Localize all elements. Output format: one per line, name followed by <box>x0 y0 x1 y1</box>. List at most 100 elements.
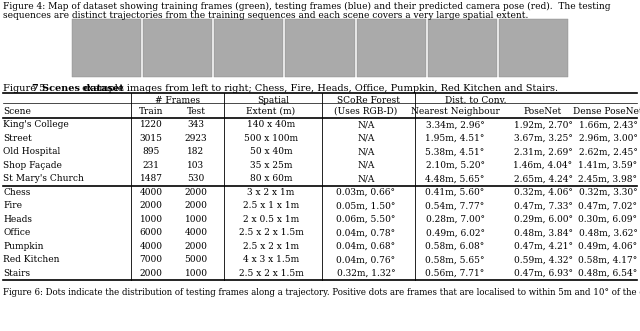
Text: 0.04m, 0.76°: 0.04m, 0.76° <box>337 255 396 264</box>
Text: 231: 231 <box>143 161 159 170</box>
Text: 103: 103 <box>188 161 205 170</box>
Text: 0.58m, 5.65°: 0.58m, 5.65° <box>425 255 484 264</box>
Text: 1.46m, 4.04°: 1.46m, 4.04° <box>513 161 573 170</box>
Text: 0.32m, 4.06°: 0.32m, 4.06° <box>513 188 572 197</box>
Text: 0.03m, 0.66°: 0.03m, 0.66° <box>337 188 396 197</box>
Text: 0.29m, 6.00°: 0.29m, 6.00° <box>513 215 573 224</box>
Text: 3.34m, 2.96°: 3.34m, 2.96° <box>426 120 484 129</box>
Text: 140 x 40m: 140 x 40m <box>247 120 295 129</box>
Text: 0.49m, 4.06°: 0.49m, 4.06° <box>579 242 637 251</box>
Text: Street: Street <box>3 134 32 143</box>
Text: Stairs: Stairs <box>3 269 30 278</box>
Text: 2.45m, 3.98°: 2.45m, 3.98° <box>579 174 637 183</box>
Text: N/A: N/A <box>357 120 374 129</box>
Text: 0.04m, 0.78°: 0.04m, 0.78° <box>337 228 396 237</box>
Text: 4000: 4000 <box>140 188 163 197</box>
Text: 2000: 2000 <box>184 188 207 197</box>
Text: 0.47m, 7.33°: 0.47m, 7.33° <box>513 201 572 210</box>
Text: 0.32m, 3.30°: 0.32m, 3.30° <box>579 188 637 197</box>
Text: 530: 530 <box>188 174 205 183</box>
Text: 3015: 3015 <box>140 134 163 143</box>
Text: 1487: 1487 <box>140 174 163 183</box>
Text: SCoRe Forest: SCoRe Forest <box>337 96 400 105</box>
Text: (Uses RGB-D): (Uses RGB-D) <box>334 107 397 116</box>
Text: 0.48m, 6.54°: 0.48m, 6.54° <box>579 269 637 278</box>
Text: 2.5 x 2 x 1m: 2.5 x 2 x 1m <box>243 242 299 251</box>
Text: Extent (m): Extent (m) <box>246 107 296 116</box>
Text: 2 x 0.5 x 1m: 2 x 0.5 x 1m <box>243 215 299 224</box>
Text: 4000: 4000 <box>184 228 207 237</box>
Text: King's College: King's College <box>3 120 68 129</box>
Text: 343: 343 <box>188 120 205 129</box>
Text: 0.04m, 0.68°: 0.04m, 0.68° <box>337 242 396 251</box>
FancyBboxPatch shape <box>214 19 284 77</box>
Text: 2923: 2923 <box>185 134 207 143</box>
Text: 2.5 x 1 x 1m: 2.5 x 1 x 1m <box>243 201 299 210</box>
Text: 4000: 4000 <box>140 242 163 251</box>
Text: 3 x 2 x 1m: 3 x 2 x 1m <box>247 188 294 197</box>
FancyBboxPatch shape <box>285 19 355 77</box>
Text: 5000: 5000 <box>184 255 207 264</box>
Text: 0.28m, 7.00°: 0.28m, 7.00° <box>426 215 484 224</box>
Text: 4 x 3 x 1.5m: 4 x 3 x 1.5m <box>243 255 299 264</box>
Text: 0.47m, 4.21°: 0.47m, 4.21° <box>513 242 573 251</box>
Text: 0.49m, 6.02°: 0.49m, 6.02° <box>426 228 484 237</box>
Text: 6000: 6000 <box>140 228 163 237</box>
Text: N/A: N/A <box>357 147 374 156</box>
Text: Pumpkin: Pumpkin <box>3 242 44 251</box>
Text: 1.92m, 2.70°: 1.92m, 2.70° <box>513 120 572 129</box>
Text: Heads: Heads <box>3 215 32 224</box>
Text: 0.05m, 1.50°: 0.05m, 1.50° <box>336 201 396 210</box>
Text: 182: 182 <box>188 147 205 156</box>
Text: 1.41m, 3.59°: 1.41m, 3.59° <box>579 161 637 170</box>
Text: 500 x 100m: 500 x 100m <box>244 134 298 143</box>
Text: 0.58m, 4.17°: 0.58m, 4.17° <box>579 255 637 264</box>
Text: Figure 4: Map of dataset showing training frames (green), testing frames (blue) : Figure 4: Map of dataset showing trainin… <box>3 2 611 11</box>
Text: 0.06m, 5.50°: 0.06m, 5.50° <box>336 215 396 224</box>
Text: 1000: 1000 <box>184 269 207 278</box>
Text: N/A: N/A <box>357 174 374 183</box>
Text: N/A: N/A <box>357 134 374 143</box>
Text: 1220: 1220 <box>140 120 163 129</box>
Text: 5.38m, 4.51°: 5.38m, 4.51° <box>426 147 484 156</box>
Text: 80 x 60m: 80 x 60m <box>250 174 292 183</box>
Text: Office: Office <box>3 228 30 237</box>
FancyBboxPatch shape <box>356 19 426 77</box>
Text: 0.59m, 4.32°: 0.59m, 4.32° <box>513 255 573 264</box>
Text: 2000: 2000 <box>184 242 207 251</box>
Text: 2.62m, 2.45°: 2.62m, 2.45° <box>579 147 637 156</box>
FancyBboxPatch shape <box>499 19 568 77</box>
Text: 1.95m, 4.51°: 1.95m, 4.51° <box>426 134 484 143</box>
FancyBboxPatch shape <box>143 19 212 77</box>
Text: Fire: Fire <box>3 201 22 210</box>
Text: Shop Façade: Shop Façade <box>3 161 62 170</box>
Text: 2.31m, 2.69°: 2.31m, 2.69° <box>514 147 572 156</box>
Text: 0.32m, 1.32°: 0.32m, 1.32° <box>337 269 396 278</box>
FancyBboxPatch shape <box>72 19 141 77</box>
Text: 35 x 25m: 35 x 25m <box>250 161 292 170</box>
Text: 2.96m, 3.00°: 2.96m, 3.00° <box>579 134 637 143</box>
Text: 2000: 2000 <box>184 201 207 210</box>
Text: Nearest Neighbour: Nearest Neighbour <box>411 107 499 116</box>
Text: Scene: Scene <box>3 107 31 116</box>
FancyBboxPatch shape <box>428 19 497 77</box>
Text: 0.56m, 7.71°: 0.56m, 7.71° <box>426 269 484 278</box>
Text: 4.48m, 5.65°: 4.48m, 5.65° <box>426 174 484 183</box>
Text: Dense PoseNet: Dense PoseNet <box>573 107 640 116</box>
Text: 2.5 x 2 x 1.5m: 2.5 x 2 x 1.5m <box>239 269 303 278</box>
Text: 7 Scenes dataset: 7 Scenes dataset <box>33 84 124 93</box>
Text: # Frames: # Frames <box>155 96 200 105</box>
Text: 3.67m, 3.25°: 3.67m, 3.25° <box>513 134 572 143</box>
Text: Red Kitchen: Red Kitchen <box>3 255 60 264</box>
Text: 0.47m, 6.93°: 0.47m, 6.93° <box>513 269 573 278</box>
Text: 0.54m, 7.77°: 0.54m, 7.77° <box>426 201 484 210</box>
Text: 1000: 1000 <box>184 215 207 224</box>
Text: Train: Train <box>139 107 163 116</box>
Text: PoseNet: PoseNet <box>524 107 562 116</box>
Text: 2000: 2000 <box>140 269 163 278</box>
Text: Dist. to Conv.: Dist. to Conv. <box>445 96 507 105</box>
Text: St Mary's Church: St Mary's Church <box>3 174 84 183</box>
Text: 895: 895 <box>142 147 160 156</box>
Text: Old Hospital: Old Hospital <box>3 147 60 156</box>
Text: sequences are distinct trajectories from the training sequences and each scene c: sequences are distinct trajectories from… <box>3 11 529 20</box>
